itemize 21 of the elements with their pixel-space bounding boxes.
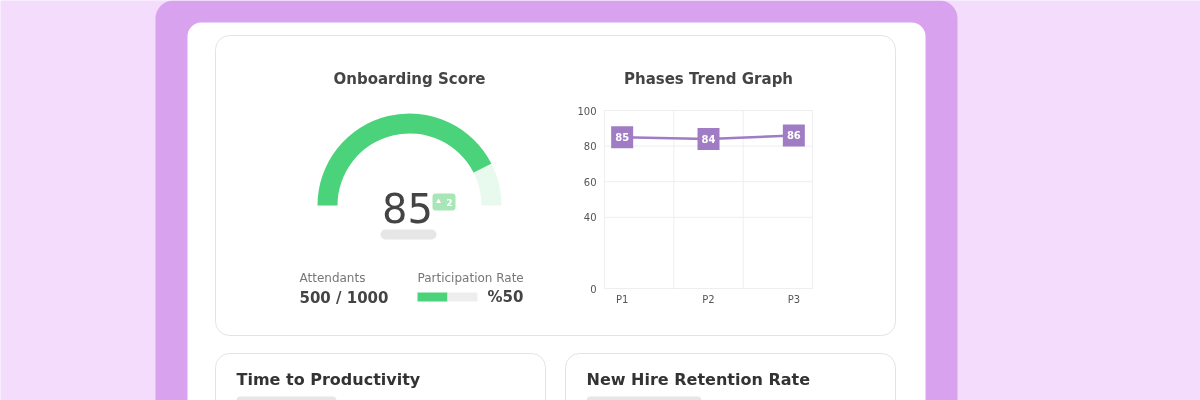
y-tick-label: 40 — [583, 212, 597, 224]
data-label: %50 — [487, 288, 524, 306]
data-label: 85 — [615, 132, 630, 144]
data-label: 86 — [786, 130, 801, 142]
x-tick-label: P1 — [615, 294, 629, 305]
data-label: 84 — [701, 133, 716, 145]
text: 2 — [446, 197, 453, 208]
text: New Hire Retention Rate — [586, 370, 811, 389]
y-tick-label: 100 — [577, 105, 597, 117]
y-tick-label: 80 — [583, 141, 597, 153]
text: Time to Productivity — [236, 370, 421, 389]
text: 85 — [382, 185, 433, 232]
y-tick-label: 0 — [590, 283, 597, 295]
x-tick-label: P3 — [787, 294, 801, 305]
chart-title: Participation Rate — [417, 270, 524, 285]
chart-title: Onboarding Score — [333, 69, 486, 88]
x-tick-label: P2 — [702, 294, 715, 305]
chart-title: Phases Trend Graph — [623, 69, 794, 88]
text: Attendants — [299, 270, 366, 285]
text: 500 / 1000 — [299, 288, 389, 307]
y-tick-label: 60 — [583, 176, 597, 188]
